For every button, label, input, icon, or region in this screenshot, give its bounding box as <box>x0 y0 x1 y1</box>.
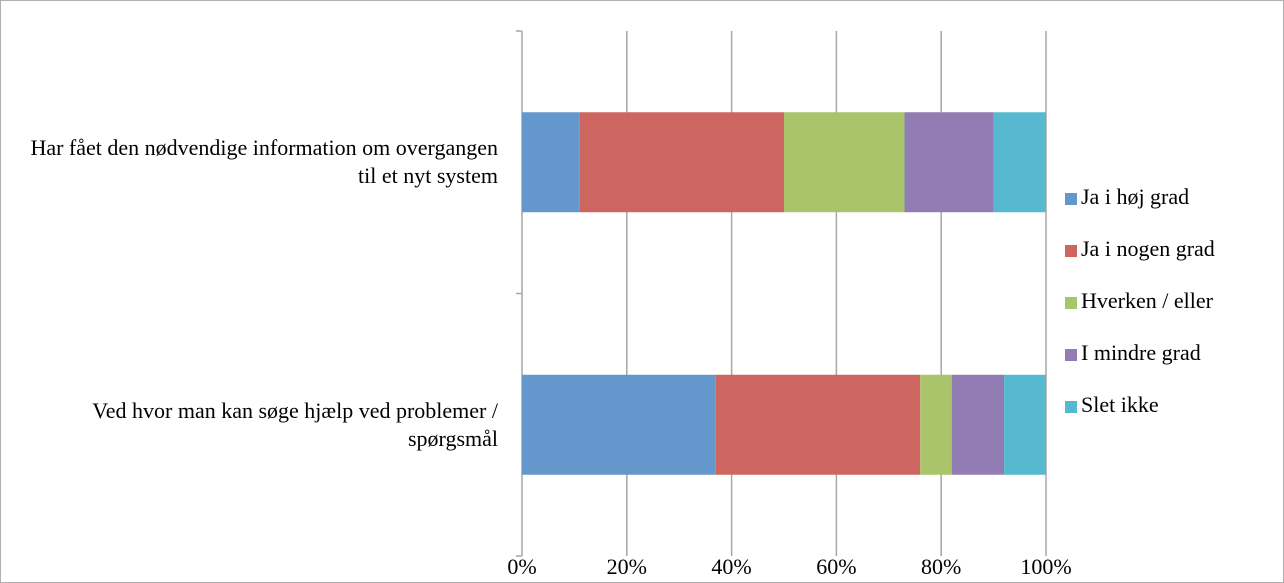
bar-segment <box>993 112 1046 213</box>
legend-label: I mindre grad <box>1081 340 1201 365</box>
legend-swatch <box>1065 297 1077 309</box>
legend-swatch <box>1065 193 1077 205</box>
legend-label: Slet ikke <box>1081 392 1159 417</box>
legend-swatch <box>1065 401 1077 413</box>
bar-segment <box>715 374 921 475</box>
x-tick-label: 20% <box>607 554 647 579</box>
bar-segment <box>784 112 905 213</box>
bar-segment <box>1004 374 1046 475</box>
legend-swatch <box>1065 349 1077 361</box>
bar-segment <box>904 112 994 213</box>
y-tick-label: Har fået den nødvendige information om o… <box>30 135 498 189</box>
y-tick-label: Ved hvor man kan søge hjælp ved probleme… <box>92 397 498 451</box>
bar-segment <box>522 112 580 213</box>
x-tick-label: 0% <box>507 554 536 579</box>
bar-segment <box>522 374 716 475</box>
legend-label: Ja i nogen grad <box>1081 236 1215 261</box>
bar-segment <box>951 374 1005 475</box>
legend-label: Hverken / eller <box>1081 288 1214 313</box>
x-tick-label: 40% <box>711 554 751 579</box>
bar-segment <box>920 374 952 475</box>
bar-segment <box>579 112 784 213</box>
x-tick-label: 100% <box>1020 554 1071 579</box>
x-tick-label: 60% <box>816 554 856 579</box>
legend-swatch <box>1065 245 1077 257</box>
legend-label: Ja i høj grad <box>1081 184 1189 209</box>
x-tick-label: 80% <box>921 554 961 579</box>
